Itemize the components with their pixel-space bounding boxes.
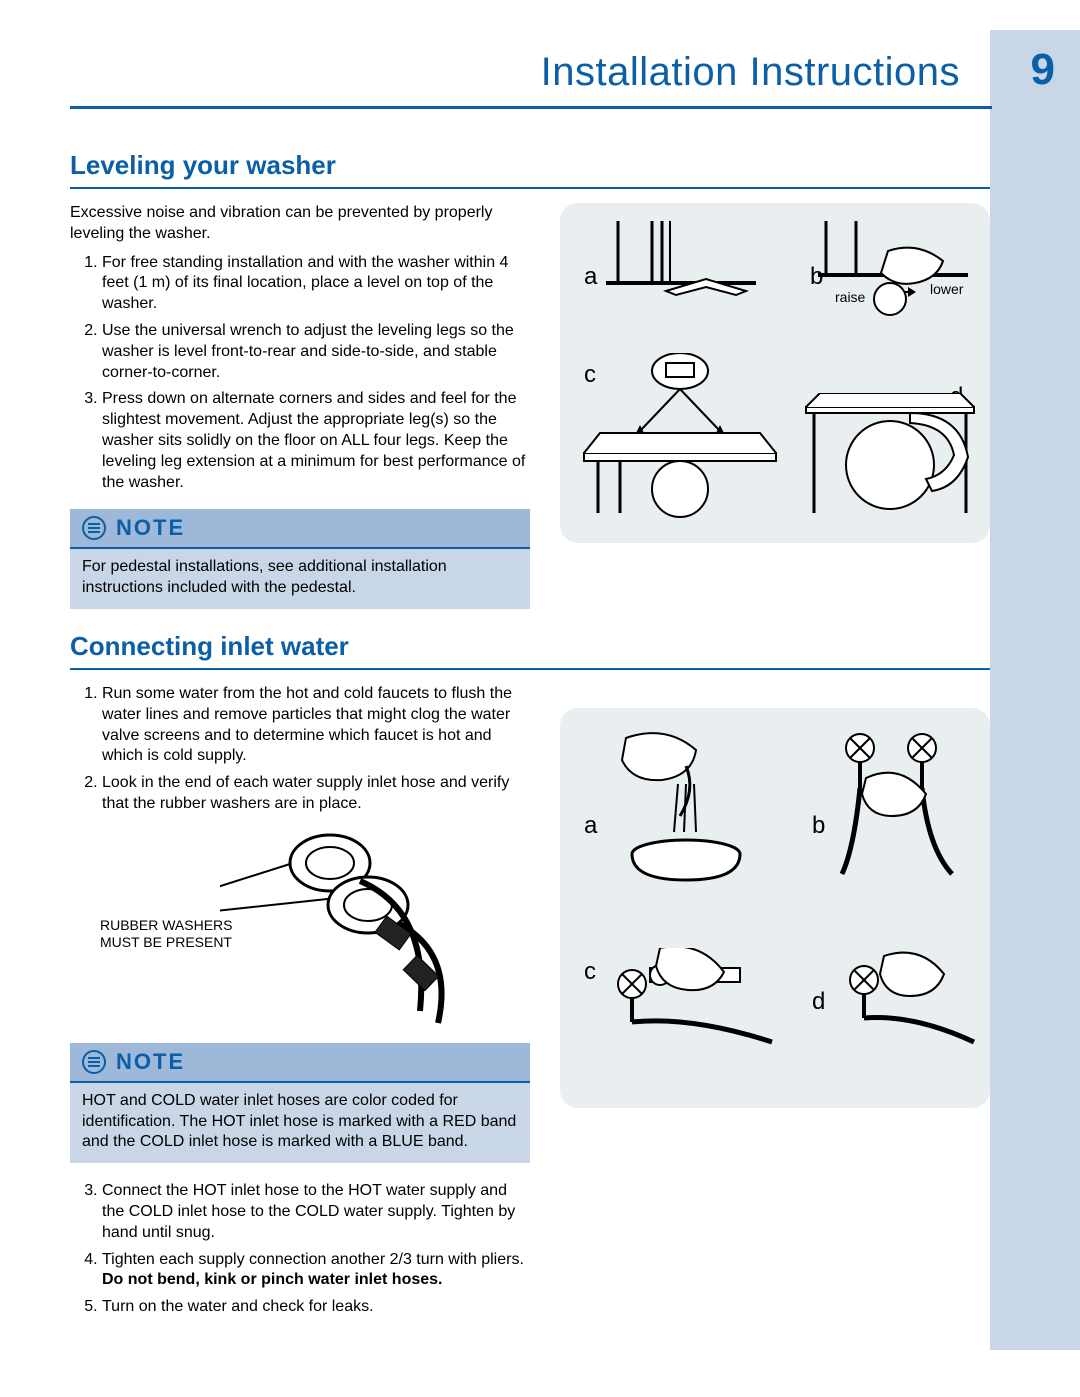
step-bold: Do not bend, kink or pinch water inlet h… [102, 1271, 442, 1288]
note-header: NOTE [70, 1043, 530, 1083]
section2-text-column: Run some water from the hot and cold fau… [70, 684, 530, 1324]
note-icon [82, 1050, 106, 1074]
sketch-b2 [830, 728, 980, 878]
sketch-d2 [830, 948, 980, 1078]
section1-step: Press down on alternate corners and side… [102, 389, 530, 493]
section1-illustration-column: a b c d raise lower [560, 203, 990, 627]
step-text: Tighten each supply connection another 2… [102, 1251, 524, 1268]
note-box: NOTE For pedestal installations, see add… [70, 509, 530, 609]
note-body: HOT and COLD water inlet hoses are color… [70, 1083, 530, 1153]
header-rule [70, 106, 992, 109]
hose-ends-sketch [220, 827, 550, 1027]
section2-step: Look in the end of each water supply inl… [102, 773, 530, 815]
illus-label-a: a [584, 812, 597, 840]
illus-label-a: a [584, 263, 597, 291]
inlet-illustration: a b c d [560, 708, 990, 1108]
section2-steps-b: Connect the HOT inlet hose to the HOT wa… [70, 1181, 530, 1318]
sketch-c2 [590, 948, 780, 1078]
note-body: For pedestal installations, see addition… [70, 549, 530, 599]
note-title: NOTE [116, 1049, 185, 1075]
sketch-d [800, 393, 980, 533]
note-icon [82, 516, 106, 540]
illus-label-b: b [812, 812, 825, 840]
note-box: NOTE HOT and COLD water inlet hoses are … [70, 1043, 530, 1163]
section2-illustration-column: a b c d [560, 684, 990, 1324]
section2-steps-a: Run some water from the hot and cold fau… [70, 684, 530, 815]
section1-step: Use the universal wrench to adjust the l… [102, 321, 530, 383]
page-title: Installation Instructions [541, 50, 960, 95]
note-title: NOTE [116, 515, 185, 541]
sketch-c [580, 353, 780, 523]
section1-text-column: Excessive noise and vibration can be pre… [70, 203, 530, 627]
rubber-washers-figure: RUBBER WASHERS MUST BE PRESENT [100, 827, 530, 1027]
page-number: 9 [1031, 45, 1055, 95]
section-heading-leveling: Leveling your washer [70, 150, 990, 189]
section2-step: Run some water from the hot and cold fau… [102, 684, 530, 767]
page-content: Leveling your washer Excessive noise and… [70, 150, 990, 1324]
sketch-b [818, 221, 978, 331]
section2-step: Turn on the water and check for leaks. [102, 1297, 530, 1318]
note-header: NOTE [70, 509, 530, 549]
section1-step: For free standing installation and with … [102, 253, 530, 315]
illus-label-d: d [812, 988, 825, 1016]
section2-step: Connect the HOT inlet hose to the HOT wa… [102, 1181, 530, 1243]
sketch-a [606, 221, 766, 321]
page-number-band [990, 30, 1080, 1350]
section1-steps: For free standing installation and with … [70, 253, 530, 494]
sketch-a2 [606, 728, 776, 888]
section-heading-inlet: Connecting inlet water [70, 631, 990, 670]
leveling-illustration: a b c d raise lower [560, 203, 990, 543]
section1-intro: Excessive noise and vibration can be pre… [70, 203, 530, 245]
section2-step: Tighten each supply connection another 2… [102, 1250, 530, 1292]
